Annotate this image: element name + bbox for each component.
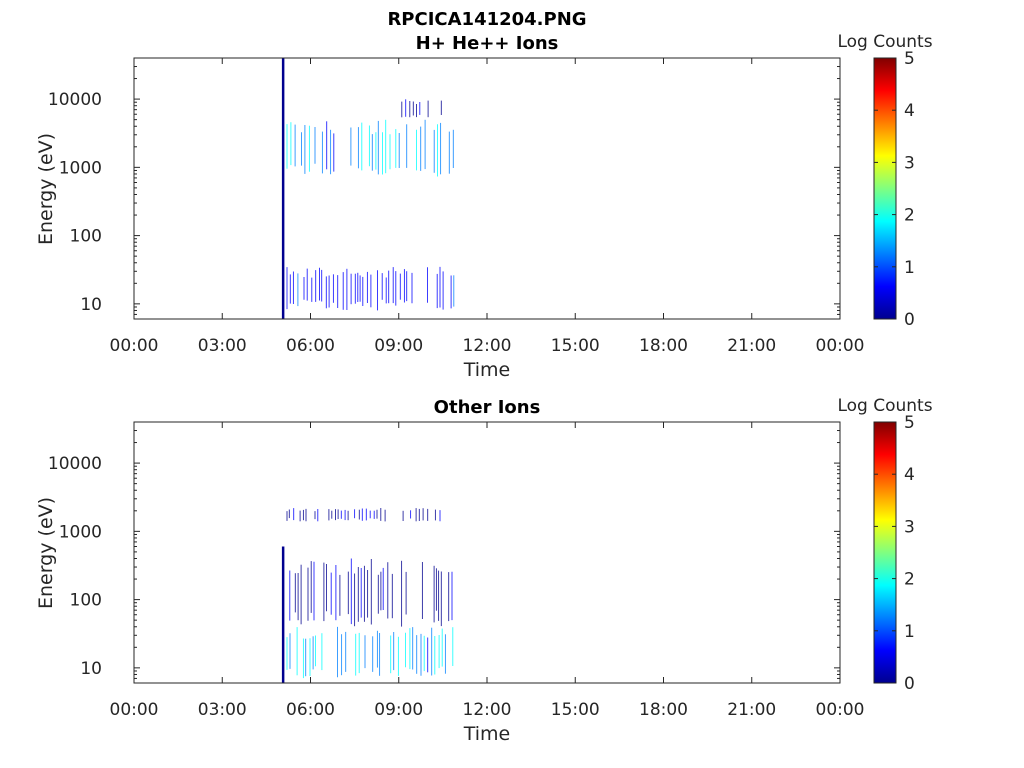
y-tick-label: 10 (80, 295, 102, 315)
x-tick-label: 18:00 (639, 336, 688, 356)
figure-title: RPCICA141204.PNG (387, 9, 586, 30)
colorbar-tick-label: 0 (904, 674, 915, 694)
plot-area: 00:00 03:00 06:00 09:00 12:00 15:00 18:00 21:00… (48, 413, 915, 720)
colorbar-tick-label: 0 (904, 310, 915, 330)
panel-other-ions: Other Ions 00:00 03:00 06:00 09:00 12:00 15:0… (35, 396, 933, 745)
colorbar (873, 57, 897, 320)
band-1 (289, 558, 453, 627)
plot-frame (133, 421, 841, 684)
colorbar (873, 421, 897, 684)
colorbar-tick-label: 4 (904, 101, 915, 121)
x-tick-label: 06:00 (286, 336, 335, 356)
colorbar-label: Log Counts (837, 396, 932, 416)
colorbar-tick-label: 5 (904, 49, 915, 69)
band-1 (286, 266, 455, 311)
colorbar-label: Log Counts (837, 32, 932, 52)
band-2 (401, 99, 442, 118)
x-tick-label: 00:00 (110, 336, 159, 356)
x-tick-label: 03:00 (198, 336, 247, 356)
y-tick-label: 100 (70, 227, 102, 247)
panel-title: Other Ions (434, 397, 541, 418)
x-tick-label: 18:00 (639, 700, 688, 720)
x-tick-label: 06:00 (286, 700, 335, 720)
y-tick-label: 10 (80, 659, 102, 679)
band-0 (286, 119, 454, 177)
colorbar-tick-label: 1 (904, 622, 915, 642)
y-tick-label: 10000 (48, 90, 102, 110)
x-tick-label: 15:00 (551, 336, 600, 356)
x-tick-label: 12:00 (463, 700, 512, 720)
colorbar-tick-label: 5 (904, 413, 915, 433)
panel-h-he-ions: H+ He++ Ions 00:00 03:00 06:00 09:00 12:00 15… (35, 32, 933, 381)
plot-frame (133, 57, 841, 320)
y-tick-label: 100 (70, 591, 102, 611)
colorbar-tick-label: 3 (904, 153, 915, 173)
x-axis-label: Time (463, 723, 511, 745)
plot-area: 00:00 03:00 06:00 09:00 12:00 15:00 18:00 21:00… (48, 49, 915, 356)
y-axis-label: Energy (eV) (35, 133, 57, 245)
x-tick-label: 12:00 (463, 336, 512, 356)
x-tick-label: 09:00 (374, 336, 423, 356)
y-tick-label: 1000 (59, 522, 102, 542)
colorbar-tick-label: 3 (904, 517, 915, 537)
colorbar-tick-label: 1 (904, 258, 915, 278)
x-tick-label: 03:00 (198, 700, 247, 720)
y-axis-label: Energy (eV) (35, 497, 57, 609)
x-tick-label: 21:00 (727, 700, 776, 720)
x-tick-label: 21:00 (727, 336, 776, 356)
x-axis-label: Time (463, 359, 511, 381)
band-2 (286, 508, 441, 522)
x-tick-label: 09:00 (374, 700, 423, 720)
y-tick-label: 1000 (59, 158, 102, 178)
colorbar-tick-label: 2 (904, 570, 915, 590)
x-tick-label: 15:00 (551, 700, 600, 720)
panel-title: H+ He++ Ions (416, 33, 559, 54)
y-tick-label: 10000 (48, 454, 102, 474)
colorbar-tick-label: 4 (904, 465, 915, 485)
x-tick-label: 00:00 (110, 700, 159, 720)
band-0 (286, 626, 454, 679)
colorbar-tick-label: 2 (904, 206, 915, 226)
x-tick-label: 00:00 (816, 700, 865, 720)
x-tick-label: 00:00 (816, 336, 865, 356)
